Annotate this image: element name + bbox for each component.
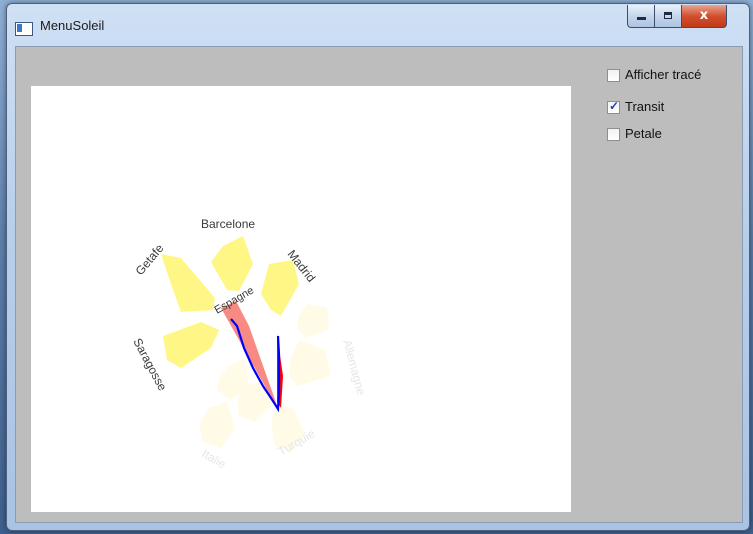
petal-checkbox-box[interactable] [607, 128, 620, 141]
close-icon: x [699, 8, 709, 23]
sun-menu-canvas[interactable]: Barcelone Madrid Getafe Saragosse Allemagne T… [31, 86, 571, 512]
petal-barcelone[interactable] [211, 236, 253, 291]
petal-saragosse[interactable] [163, 322, 219, 368]
maximize-button[interactable] [654, 5, 682, 28]
close-button[interactable]: x [681, 5, 727, 28]
faded-petal [237, 380, 271, 422]
petal-getafe[interactable] [161, 254, 215, 312]
petal-label-getafe: Getafe [133, 241, 167, 278]
petal-checkbox[interactable]: Petale [607, 126, 717, 144]
app-window-icon [15, 22, 33, 36]
show-trace-checkbox[interactable]: Afficher tracé [607, 67, 717, 85]
maximize-icon [664, 12, 672, 19]
show-trace-label: Afficher tracé [625, 67, 702, 82]
transit-checkbox-box[interactable]: ✓ [607, 99, 620, 114]
window-client-area: Barcelone Madrid Getafe Saragosse Allemagne T… [15, 46, 743, 523]
petal-label-allemagne: Allemagne [340, 338, 368, 397]
faded-petal [217, 358, 249, 400]
petal-label: Petale [625, 126, 662, 141]
minimize-icon [636, 17, 646, 20]
transit-label: Transit [625, 99, 665, 114]
check-icon: ✓ [609, 99, 620, 113]
title-bar[interactable]: MenuSoleil x [7, 4, 749, 46]
transit-checkbox[interactable]: ✓ Transit [607, 99, 717, 117]
window-title: MenuSoleil [40, 18, 105, 33]
petal-label-barcelone: Barcelone [201, 217, 255, 231]
faded-petals [199, 304, 331, 452]
app-window: MenuSoleil x Barcelone Madrid Getafe Sarago… [6, 3, 750, 531]
petal-label-italie: Italie [200, 446, 229, 471]
active-petals [161, 236, 299, 368]
petal-italie[interactable] [199, 402, 235, 448]
minimize-button[interactable] [627, 5, 655, 28]
petal-label-saragosse: Saragosse [130, 336, 169, 394]
blue-transit-trace [230, 318, 281, 413]
show-trace-checkbox-box[interactable] [607, 69, 620, 82]
petal-turquie[interactable] [271, 404, 305, 452]
faded-petal [297, 304, 329, 338]
petal-madrid[interactable] [261, 260, 299, 316]
petal-allemagne[interactable] [289, 340, 331, 386]
transit-wedge [221, 301, 279, 411]
